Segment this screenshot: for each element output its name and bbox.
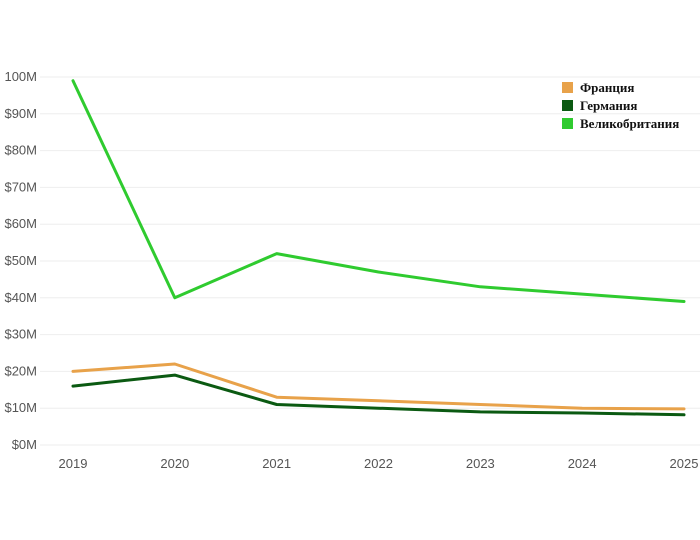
y-tick-label: $60M	[4, 216, 37, 231]
legend-swatch	[562, 118, 573, 129]
y-tick-label: $20M	[4, 363, 37, 378]
y-tick-label: $40M	[4, 290, 37, 305]
y-tick-label: $10M	[4, 400, 37, 415]
x-tick-label: 2023	[466, 456, 495, 471]
y-tick-label: $50M	[4, 253, 37, 268]
grid-lines	[40, 76, 700, 446]
x-tick-label: 2020	[160, 456, 189, 471]
series-line-2	[71, 373, 686, 417]
x-tick-label: 2024	[568, 456, 597, 471]
y-axis-ticks: $0M $10M $20M $30M $40M $50M $60M $70M $80M $90M 1…	[4, 69, 37, 452]
x-tick-label: 2025	[670, 456, 699, 471]
legend-swatch	[562, 82, 573, 93]
y-tick-label: $70M	[4, 179, 37, 194]
series-line-1	[71, 362, 686, 411]
legend: Франция Германия Великобритания	[562, 80, 679, 131]
legend-label: Франция	[580, 80, 634, 95]
series-lines	[71, 79, 686, 417]
y-tick-label: 100M	[4, 69, 37, 84]
x-tick-label: 2021	[262, 456, 291, 471]
y-tick-label: $90M	[4, 106, 37, 121]
y-tick-label: $30M	[4, 327, 37, 342]
x-tick-label: 2022	[364, 456, 393, 471]
y-tick-label: $0M	[12, 437, 37, 452]
legend-swatch	[562, 100, 573, 111]
x-tick-label: 2019	[59, 456, 88, 471]
legend-label: Германия	[580, 98, 637, 113]
x-axis-ticks: 2019 2020 2021 2022 2023 2024 2025	[59, 456, 699, 471]
y-tick-label: $80M	[4, 143, 37, 158]
legend-label: Великобритания	[580, 116, 679, 131]
series-line-3	[71, 79, 686, 303]
